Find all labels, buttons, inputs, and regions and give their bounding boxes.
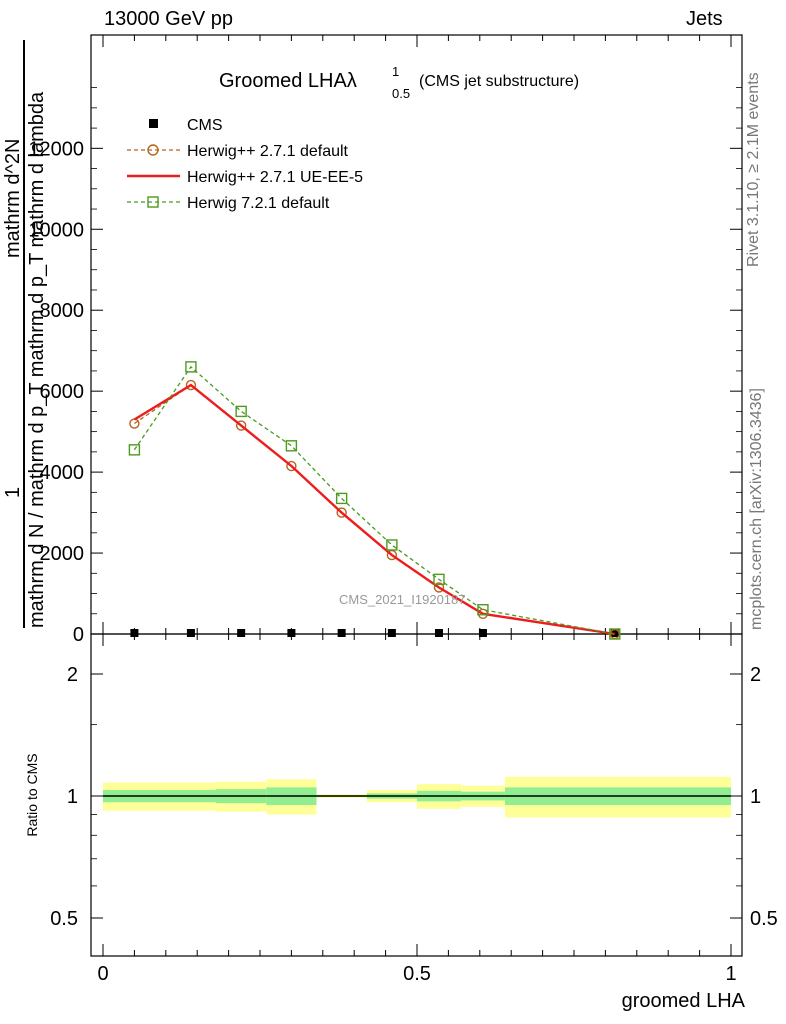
series-line-3 [133,365,615,635]
data-point-herwig7-default [285,440,298,452]
y-tick-label-main: 0 [73,624,84,646]
legend-marker-cms [149,119,158,128]
data-point-herwigpp-default [185,379,197,391]
y-tick-label-ratio: 2 [67,664,78,686]
y-tick-label-ratio: 1 [67,786,78,808]
y-tick-label-main: 6000 [40,381,85,403]
data-point-herwig7-default [477,604,489,616]
data-point-herwig7-default [235,405,247,418]
y-tick-label-main: 10000 [28,219,84,241]
data-point-herwigpp-default [433,582,445,593]
plot-title-sub: 0.5 [392,86,410,101]
data-point-cms [130,629,139,637]
ratio-y-axis-label: Ratio to CMS [24,753,40,836]
data-point-herwig7-default [335,492,348,505]
data-point-herwig7-default [433,573,445,586]
data-point-herwig7-default [609,628,621,640]
y-tick-label-main: 2000 [40,543,85,565]
legend-label-herwigpp-default: Herwig++ 2.7.1 default [187,143,349,160]
data-point-cms [186,629,195,637]
legend-label-herwigpp-ueee5: Herwig++ 2.7.1 UE-EE-5 [187,169,363,186]
legend-marker-herwig7-default [147,196,159,208]
y-tick-label-ratio-right: 0.5 [750,908,778,930]
header-left: 13000 GeV pp [104,8,233,30]
data-point-cms [434,629,443,637]
header-right: Jets [686,8,723,30]
y-tick-label-ratio-right: 2 [750,664,761,686]
data-point-herwigpp-default [336,507,347,518]
x-tick-label: 0.5 [403,963,431,985]
y-axis-fraction-bar [23,40,25,628]
watermark: CMS_2021_I1920187 [339,592,466,607]
legend-marker-herwigpp-default [147,144,159,156]
data-point-herwigpp-default [286,460,297,472]
y-tick-label-main: 4000 [40,462,85,484]
legend: CMS Herwig++ 2.7.1 default Herwig++ 2.7.… [127,117,363,212]
data-point-herwigpp-default [129,418,140,429]
data-point-cms [337,629,346,637]
data-point-herwigpp-default [235,420,247,431]
plot-title-note: (CMS jet substructure) [419,73,579,90]
data-point-herwig7-default [386,539,398,551]
series-line-2 [133,383,615,636]
y-tick-label-main: 8000 [40,300,85,322]
plot-title-sup: 1 [392,64,399,79]
data-point-cms [287,629,296,637]
data-point-herwig7-default [128,444,141,456]
x-axis-label: groomed LHA [622,990,746,1012]
legend-label-cms: CMS [187,117,223,134]
x-tick-label: 1 [725,963,736,985]
y-tick-label-ratio: 0.5 [50,908,78,930]
data-point-cms [387,629,396,637]
data-point-herwig7-default [185,361,197,373]
x-tick-label: 0 [97,963,108,985]
data-point-cms [237,629,246,637]
data-point-cms [478,629,487,637]
plot-title: Groomed LHAλ [219,70,357,92]
legend-label-herwig7-default: Herwig 7.2.1 default [187,195,330,212]
y-tick-label-ratio-right: 1 [750,786,761,808]
y-tick-label-main: 12000 [28,138,84,160]
